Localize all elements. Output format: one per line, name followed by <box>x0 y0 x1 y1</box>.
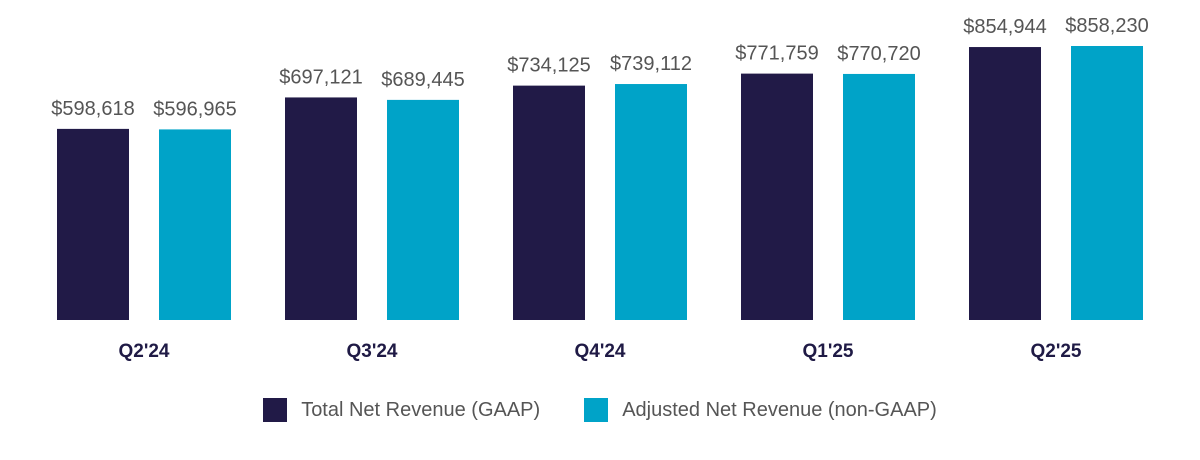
legend-label-non-gaap: Adjusted Net Revenue (non-GAAP) <box>622 398 937 421</box>
legend-item-gaap: Total Net Revenue (GAAP) <box>263 398 540 422</box>
bar-gaap-0 <box>57 128 129 320</box>
data-label-gaap-4: $854,944 <box>963 16 1046 38</box>
data-label-non-gaap-2: $739,112 <box>610 53 692 75</box>
data-label-gaap-1: $697,121 <box>279 66 362 88</box>
bar-gaap-2 <box>513 85 585 320</box>
data-label-non-gaap-3: $770,720 <box>837 43 920 65</box>
data-label-non-gaap-0: $596,965 <box>153 98 236 120</box>
legend-swatch-gaap <box>263 398 288 422</box>
legend: Total Net Revenue (GAAP) Adjusted Net Re… <box>0 393 1200 427</box>
bar-non-gaap-0 <box>159 129 231 320</box>
bar-non-gaap-4 <box>1071 46 1143 320</box>
x-tick-label-2: Q4'24 <box>575 341 626 362</box>
value-labels-layer: $598,618 $596,965 $697,121 $689,445 $734,125… <box>51 15 1148 120</box>
bar-gaap-3 <box>741 73 813 321</box>
x-tick-label-0: Q2'24 <box>119 341 170 362</box>
data-label-non-gaap-1: $689,445 <box>381 69 464 91</box>
bar-non-gaap-1 <box>387 99 459 320</box>
bar-gaap-4 <box>969 47 1041 320</box>
legend-label-gaap: Total Net Revenue (GAAP) <box>301 398 541 421</box>
data-label-gaap-3: $771,759 <box>735 43 818 65</box>
data-label-gaap-0: $598,618 <box>51 98 134 120</box>
legend-swatch-non-gaap <box>584 398 609 422</box>
x-tick-label-3: Q1'25 <box>803 341 854 362</box>
x-axis-ticks: Q2'24 Q3'24 Q4'24 Q1'25 Q2'25 <box>119 341 1082 362</box>
x-tick-label-4: Q2'25 <box>1031 341 1082 362</box>
data-label-gaap-2: $734,125 <box>507 55 590 77</box>
bar-non-gaap-3 <box>843 73 915 320</box>
data-label-non-gaap-4: $858,230 <box>1065 15 1148 37</box>
bars-layer <box>57 46 1143 321</box>
legend-item-non-gaap: Adjusted Net Revenue (non-GAAP) <box>584 398 937 422</box>
bar-non-gaap-2 <box>615 84 687 321</box>
x-tick-label-1: Q3'24 <box>347 341 398 362</box>
bar-gaap-1 <box>285 97 357 320</box>
